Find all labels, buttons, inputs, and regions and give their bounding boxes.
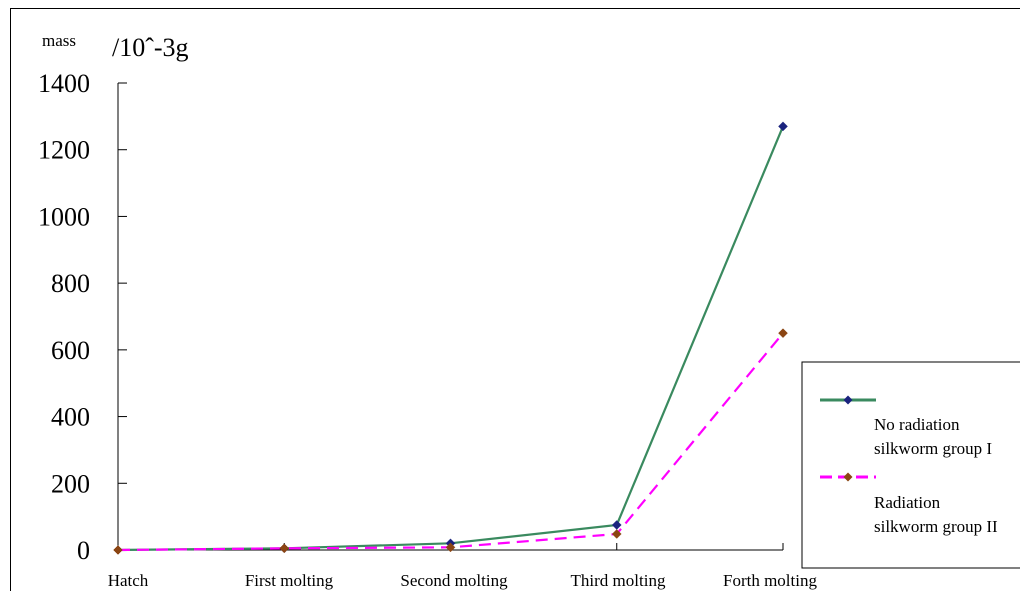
x-tick-label: Second molting	[400, 571, 508, 590]
chart-frame	[10, 8, 1020, 591]
y-tick-label: 0	[77, 536, 90, 565]
y-axis-label-unit: /10ˆ-3g	[112, 33, 189, 62]
y-tick-label: 1000	[38, 202, 90, 231]
x-tick-label: Forth molting	[723, 571, 817, 590]
series-lines	[117, 125, 785, 552]
data-point-radiation	[611, 529, 622, 539]
x-tick-label: First molting	[245, 571, 334, 590]
y-tick-label: 200	[51, 469, 90, 498]
y-tick-label: 1200	[38, 136, 90, 165]
data-point-no-radiation	[611, 520, 622, 530]
legend: No radiation silkworm group I Radiation …	[801, 361, 1020, 569]
series-markers	[113, 121, 788, 555]
x-ticks: Hatch First molting Second molting Third mo…	[108, 543, 817, 590]
legend-marker-no-radiation	[843, 395, 853, 405]
legend-box	[801, 361, 1020, 569]
legend-label-radiation-line2: silkworm group II	[874, 517, 998, 536]
y-tick-label: 400	[51, 403, 90, 432]
y-ticks: 0 200 400 600 800 1000 1200 1400	[38, 69, 127, 565]
legend-label-no-radiation-line1: No radiation	[874, 415, 960, 434]
y-tick-label: 1400	[38, 69, 90, 98]
x-tick-label: Hatch	[108, 571, 149, 590]
y-tick-label: 600	[51, 336, 90, 365]
data-point-radiation	[445, 542, 456, 553]
x-tick-label: Third molting	[571, 571, 666, 590]
y-tick-label: 800	[51, 269, 90, 298]
data-point-no-radiation	[778, 121, 788, 132]
legend-label-no-radiation-line2: silkworm group I	[874, 439, 992, 458]
data-point-radiation	[778, 328, 788, 339]
series-line-no-radiation	[117, 125, 785, 552]
legend-label-radiation-line1: Radiation	[874, 493, 941, 512]
y-axis-label-prefix: mass	[42, 31, 76, 50]
axes	[117, 83, 783, 551]
data-point-radiation	[113, 545, 123, 555]
legend-marker-radiation	[843, 472, 853, 482]
data-point-radiation	[279, 543, 290, 554]
